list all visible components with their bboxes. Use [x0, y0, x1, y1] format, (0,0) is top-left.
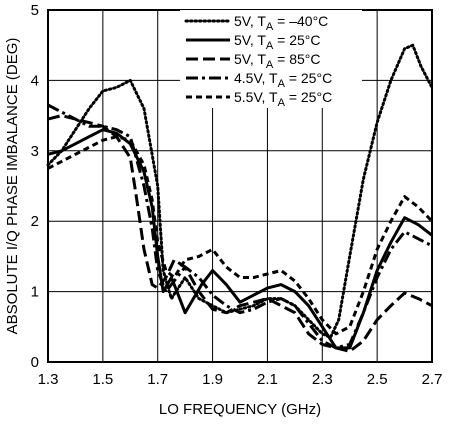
legend-label-suffix: = 25°C [285, 89, 332, 105]
y-axis-label: ABSOLUTE I/Q PHASE IMBALANCE (DEG) [4, 38, 21, 335]
legend-label: 5V, TA = 25°C [234, 32, 321, 52]
x-tick-label: 1.7 [147, 371, 168, 388]
legend-label-suffix: = –40°C [273, 13, 328, 29]
legend-label: 4.5V, TA = 25°C [234, 70, 332, 90]
series-line-2 [47, 128, 433, 350]
legend-label: 5V, TA = 85°C [234, 51, 321, 71]
series-line-4 [47, 103, 433, 350]
legend-label-subscript: A [266, 40, 274, 52]
legend-label-subscript: A [278, 97, 286, 109]
legend: 5V, TA = –40°C5V, TA = 25°C5V, TA = 85°C… [180, 10, 362, 109]
x-tick-label: 2.5 [367, 371, 388, 388]
y-tick-label: 1 [31, 284, 39, 301]
x-axis-label: LO FREQUENCY (GHz) [159, 401, 321, 418]
series-line-5 [47, 135, 434, 336]
legend-label-subscript: A [266, 59, 274, 71]
x-tick-label: 2.7 [422, 371, 443, 388]
x-tick-label: 1.3 [38, 371, 59, 388]
legend-label-subscript: A [266, 21, 274, 33]
y-tick-label: 0 [31, 354, 39, 371]
legend-label-main: 5V, T [234, 51, 266, 67]
legend-label-main: 4.5V, T [234, 70, 278, 86]
tick-labels: 1.3 1.5 1.7 1.9 2.1 2.3 2.5 2.7 0 1 2 3 4 5 [31, 2, 443, 388]
series-line-1 [46, 43, 434, 339]
y-tick-label: 5 [31, 2, 39, 19]
x-tick-label: 2.1 [257, 371, 278, 388]
y-tick-label: 3 [31, 143, 39, 160]
x-tick-label: 1.5 [92, 371, 113, 388]
legend-label-main: 5V, T [234, 32, 266, 48]
y-tick-label: 2 [31, 213, 39, 230]
legend-label-main: 5V, T [234, 13, 266, 29]
legend-label: 5.5V, TA = 25°C [234, 89, 332, 109]
legend-label-subscript: A [278, 78, 286, 90]
legend-label-main: 5.5V, T [234, 89, 278, 105]
legend-label: 5V, TA = –40°C [234, 13, 328, 33]
legend-label-suffix: = 25°C [273, 32, 320, 48]
x-tick-label: 2.3 [312, 371, 333, 388]
legend-label-suffix: = 25°C [285, 70, 332, 86]
series-layer [46, 43, 434, 353]
x-tick-label: 1.9 [202, 371, 223, 388]
legend-label-suffix: = 85°C [273, 51, 320, 67]
y-tick-label: 4 [31, 72, 39, 89]
series-line-3 [47, 114, 433, 353]
